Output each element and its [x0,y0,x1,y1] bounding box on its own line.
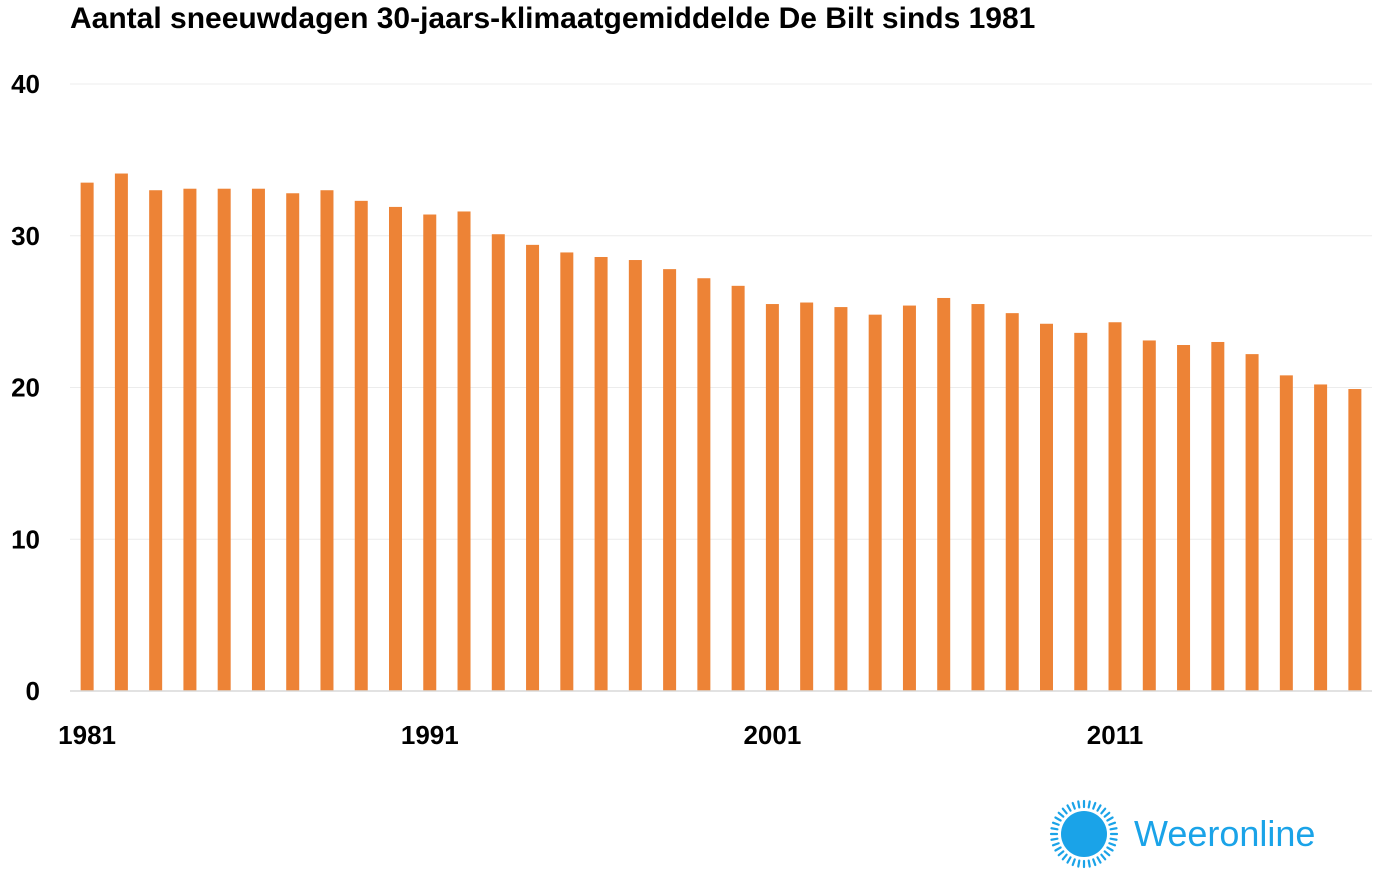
sun-ray [1077,800,1081,809]
sun-ray [1087,800,1091,809]
sun-ray [1071,858,1076,867]
gridlines [70,83,1372,540]
sun-ray [1071,801,1076,810]
bar-2001 [765,304,779,691]
sun-ray [1054,846,1062,852]
sun-ray [1057,811,1065,818]
bar-1996 [594,256,608,691]
bar-1990 [389,206,402,692]
sun-ray [1051,842,1060,847]
sun-ray [1077,859,1081,868]
sun-ray [1092,858,1097,867]
bar-1992 [457,211,471,691]
bar-2004 [868,314,882,691]
sun-ray [1092,801,1097,810]
x-tick-label: 1991 [401,720,459,750]
bar-1984 [183,188,197,691]
sun-ray [1061,807,1068,815]
sun-ray [1109,827,1118,831]
sun-ray [1087,859,1091,868]
bar-2015 [1245,354,1259,691]
sun-ray [1103,850,1111,857]
brand-name: Weeronline [1134,813,1316,854]
sun-ray [1050,827,1059,831]
bar-1997 [628,260,642,691]
bar-1999 [697,278,711,691]
bar-2000 [731,285,745,691]
bar-1982 [114,173,128,691]
sun-ray [1100,807,1107,815]
bar-2009 [1040,323,1053,691]
bar-1993 [491,234,505,692]
y-axis: 0 10 20 30 40 [11,69,40,706]
bar-1994 [526,244,540,692]
sun-icon [1049,799,1119,869]
sun-ray [1109,837,1118,841]
bar-2011 [1108,322,1122,691]
y-tick-label: 30 [11,221,40,251]
sun-ray [1108,821,1117,826]
bar-1988 [320,190,334,692]
bar-1987 [286,193,300,691]
bar-2005 [902,305,916,691]
sun-ray [1061,853,1068,861]
y-tick-label: 20 [11,373,40,403]
sun-ray [1106,846,1114,852]
chart-title: Aantal sneeuwdagen 30-jaars-klimaatgemid… [70,2,1036,35]
sun-ray [1057,850,1065,857]
y-tick-label: 0 [26,676,40,706]
y-tick-label: 10 [11,524,40,554]
bar-2016 [1279,375,1293,691]
x-tick-label: 2001 [743,720,801,750]
bar-1985 [217,188,231,691]
sun-ray [1054,816,1062,822]
sun-ray [1096,856,1102,864]
bar-1995 [560,252,574,691]
sun-ray [1100,853,1107,861]
bar-1983 [149,190,163,692]
sun-ray [1066,804,1072,812]
bar-2018 [1348,389,1362,691]
bar-2017 [1314,384,1328,691]
sun-ray [1106,816,1114,822]
bar-2002 [800,302,814,691]
y-tick-label: 40 [11,69,40,99]
sun-ray [1051,821,1060,826]
sun-ray [1050,837,1059,841]
bars [80,173,1362,692]
bar-2007 [971,304,985,691]
bar-1991 [423,214,437,691]
bar-1989 [354,200,368,691]
bar-2006 [937,297,951,691]
x-axis: 1981 1991 2001 2011 [58,720,1143,750]
bar-1981 [80,182,94,691]
bar-2010 [1074,332,1088,691]
bar-2003 [834,307,848,691]
sun-ray [1066,856,1072,864]
sun-ray [1103,811,1111,818]
x-tick-label: 2011 [1087,720,1143,750]
bar-1998 [663,269,677,691]
bar-2012 [1142,340,1156,691]
sun-ray [1108,842,1117,847]
bar-1986 [251,188,265,691]
bar-2013 [1177,345,1191,691]
bar-2008 [1005,313,1019,691]
brand-logo: Weeronline [1048,798,1315,870]
x-tick-label: 1981 [58,720,116,750]
sun-ray [1096,804,1102,812]
bar-2014 [1211,341,1225,691]
